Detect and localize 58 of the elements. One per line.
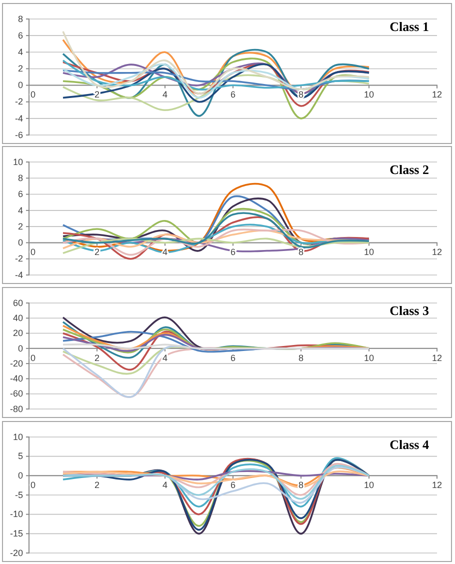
y-tick-label: -15: [10, 528, 23, 539]
y-tick-label: -80: [10, 404, 23, 414]
x-tick-label: 0: [30, 480, 36, 490]
x-tick-label: 10: [364, 480, 374, 490]
y-tick-label: 0: [18, 80, 23, 90]
x-tick-label: 6: [230, 352, 236, 363]
x-tick-label: 0: [30, 352, 36, 363]
y-tick-label: -40: [10, 374, 23, 384]
y-tick-label: -10: [10, 509, 23, 520]
x-tick-label: 2: [94, 480, 100, 490]
y-tick-label: 4: [18, 47, 23, 58]
x-tick-label: 6: [230, 480, 236, 490]
y-tick-label: 8: [18, 14, 23, 24]
y-tick-label: 6: [18, 30, 23, 40]
y-tick-label: -60: [10, 388, 23, 399]
y-tick-label: 20: [12, 328, 23, 338]
x-tick-label: 4: [162, 90, 168, 100]
y-tick-label: -20: [10, 358, 23, 368]
y-tick-label: 10: [12, 432, 23, 442]
x-tick-label: 12: [432, 480, 442, 490]
y-tick-label: -2: [14, 96, 23, 107]
y-tick-label: -2: [14, 254, 23, 264]
y-tick-label: 0: [18, 343, 23, 354]
x-tick-label: 10: [364, 247, 374, 258]
chart-title: Class 1: [390, 19, 429, 34]
y-tick-label: -6: [14, 130, 23, 140]
y-tick-label: 2: [18, 221, 23, 232]
x-tick-label: 12: [432, 352, 442, 363]
x-tick-label: 4: [162, 247, 168, 258]
y-tick-label: 0: [18, 238, 23, 248]
y-tick-label: 40: [12, 313, 23, 324]
y-tick-label: -5: [14, 490, 23, 500]
chart-title: Class 2: [390, 162, 429, 177]
y-tick-label: -4: [14, 270, 23, 280]
y-tick-label: -4: [14, 113, 23, 124]
x-tick-label: 4: [162, 352, 168, 363]
y-tick-label: 8: [18, 173, 23, 184]
x-tick-label: 2: [94, 352, 100, 363]
x-tick-label: 6: [230, 90, 236, 100]
x-tick-label: 0: [30, 247, 36, 258]
y-tick-label: 5: [18, 451, 23, 462]
x-tick-label: 0: [30, 90, 36, 100]
y-tick-label: 60: [12, 298, 23, 308]
x-tick-label: 4: [162, 480, 168, 490]
y-tick-label: -20: [10, 548, 23, 558]
y-tick-label: 0: [18, 470, 23, 481]
x-tick-label: 8: [298, 90, 304, 100]
y-tick-label: 4: [18, 205, 23, 216]
x-tick-label: 10: [364, 90, 374, 100]
chart-title: Class 3: [390, 303, 430, 318]
y-tick-label: 6: [18, 189, 23, 200]
x-tick-label: 12: [432, 90, 442, 100]
chart-title: Class 4: [390, 437, 430, 452]
y-tick-label: 10: [12, 156, 23, 167]
x-tick-label: 8: [298, 352, 304, 363]
y-tick-label: 2: [18, 64, 23, 74]
x-tick-label: 10: [364, 352, 374, 363]
x-tick-label: 12: [432, 247, 442, 258]
